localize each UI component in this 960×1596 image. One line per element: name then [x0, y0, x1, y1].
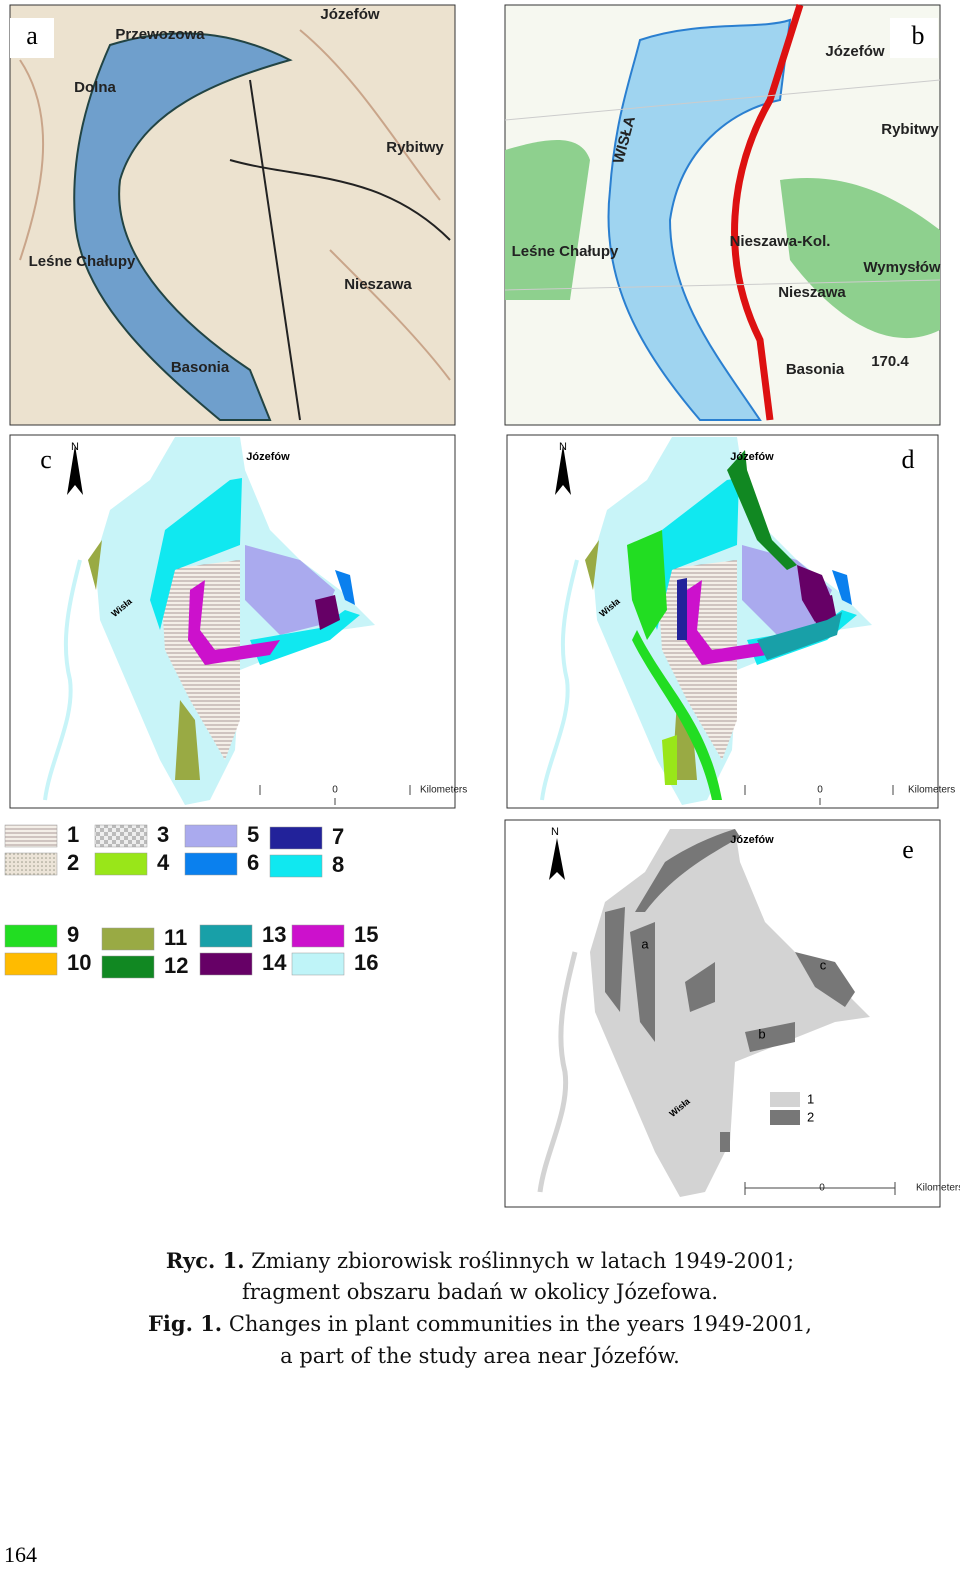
text-layer: a b c d e Przewozowa Dolna Józefów Rybitwy Leśne … — [4, 6, 960, 1567]
legend-label: 6 — [247, 850, 259, 875]
caption-line: fragment obszaru badań w okolicy Józefow… — [242, 1280, 718, 1304]
town-label: Józefów — [730, 451, 774, 463]
legend-swatch — [101, 955, 155, 979]
site-label: b — [758, 1026, 765, 1041]
legend-label: 12 — [164, 953, 188, 978]
north-label: N — [559, 441, 567, 453]
legend-swatch — [94, 852, 148, 876]
legend-swatch — [184, 824, 238, 848]
map-label: Przewozowa — [115, 26, 205, 43]
scale-label: 0 — [819, 1183, 825, 1194]
legend-swatch — [4, 952, 58, 976]
map-label: Rybitwy — [881, 121, 939, 138]
map-e — [504, 819, 941, 1208]
caption-text: Zmiany zbiorowisk roślinnych w latach 19… — [251, 1249, 794, 1273]
legend-swatch — [184, 852, 238, 876]
legend-label: 10 — [67, 950, 91, 975]
map-label: Nieszawa — [778, 284, 846, 301]
legend-swatch — [291, 924, 345, 948]
site-label: c — [820, 957, 827, 972]
legend-label: 1 — [807, 1091, 814, 1106]
legend-swatch — [4, 924, 58, 948]
legend-label: 2 — [67, 850, 79, 875]
caption-text: a part of the study area near Józefów. — [280, 1344, 680, 1368]
scale-label: Kilometers — [420, 785, 467, 796]
map-c — [9, 434, 456, 809]
panel-letter: e — [902, 835, 914, 864]
map-label: Dolna — [74, 79, 116, 96]
legend-label: 13 — [262, 922, 286, 947]
caption-text: Changes in plant communities in the year… — [229, 1312, 812, 1336]
map-label: Józefów — [320, 6, 380, 23]
legend-label: 9 — [67, 922, 79, 947]
legend-label: 8 — [332, 852, 344, 877]
town-label: Józefów — [730, 834, 774, 846]
legend-swatch — [269, 826, 323, 850]
scale-label: 0 — [332, 785, 338, 796]
legend-label: 4 — [157, 850, 170, 875]
map-label: Leśne Chałupy — [512, 243, 619, 260]
map-b — [504, 3, 941, 426]
scale-label: Kilometers — [908, 785, 955, 796]
caption-label: Fig. 1. — [148, 1311, 222, 1336]
legend-swatch — [101, 927, 155, 951]
legend-label: 2 — [807, 1109, 814, 1124]
panel-letter: d — [902, 445, 915, 474]
north-label: N — [71, 441, 79, 453]
caption-text: fragment obszaru badań w okolicy Józefow… — [242, 1280, 718, 1304]
legend-swatch — [4, 852, 58, 876]
legend-label: 1 — [67, 822, 79, 847]
legend-label: 14 — [262, 950, 287, 975]
legend-swatch — [4, 824, 58, 848]
map-label: Leśne Chałupy — [29, 253, 136, 270]
map-a — [9, 4, 456, 426]
legend-label: 11 — [164, 925, 187, 950]
north-label: N — [551, 826, 559, 838]
legend-swatch — [770, 1110, 800, 1125]
legend-label: 3 — [157, 822, 169, 847]
map-d — [506, 434, 939, 809]
legend-swatch — [269, 854, 323, 878]
legend-label: 16 — [354, 950, 378, 975]
legend-swatch — [199, 924, 253, 948]
map-label: Basonia — [171, 359, 230, 376]
page-number: 164 — [4, 1542, 37, 1567]
map-label: Wymysłów — [863, 259, 941, 276]
scale-label: 0 — [817, 785, 823, 796]
map-label: Rybitwy — [386, 139, 444, 156]
map-label: Basonia — [786, 361, 845, 378]
caption-label: Ryc. 1. — [166, 1248, 245, 1273]
map-label: Nieszawa-Kol. — [730, 233, 831, 250]
scale-label: Kilometers — [916, 1183, 960, 1194]
legend-label: 7 — [332, 824, 344, 849]
town-label: Józefów — [246, 451, 290, 463]
map-label: 170.4 — [871, 353, 909, 370]
legend-label: 15 — [354, 922, 378, 947]
caption-line: a part of the study area near Józefów. — [280, 1344, 680, 1368]
caption-line: Ryc. 1. Zmiany zbiorowisk roślinnych w l… — [166, 1248, 794, 1273]
panel-letter: c — [40, 445, 52, 474]
legend-swatch — [94, 824, 148, 848]
legend-swatch — [770, 1092, 800, 1107]
map-label: Józefów — [825, 43, 885, 60]
site-label: a — [641, 936, 649, 951]
map-label: Nieszawa — [344, 276, 412, 293]
legend-swatch — [199, 952, 253, 976]
legend-label: 5 — [247, 822, 259, 847]
panel-letter: a — [26, 21, 38, 50]
legend-swatch — [291, 952, 345, 976]
caption-line: Fig. 1. Changes in plant communities in … — [148, 1311, 812, 1336]
panel-letter: b — [912, 21, 925, 50]
